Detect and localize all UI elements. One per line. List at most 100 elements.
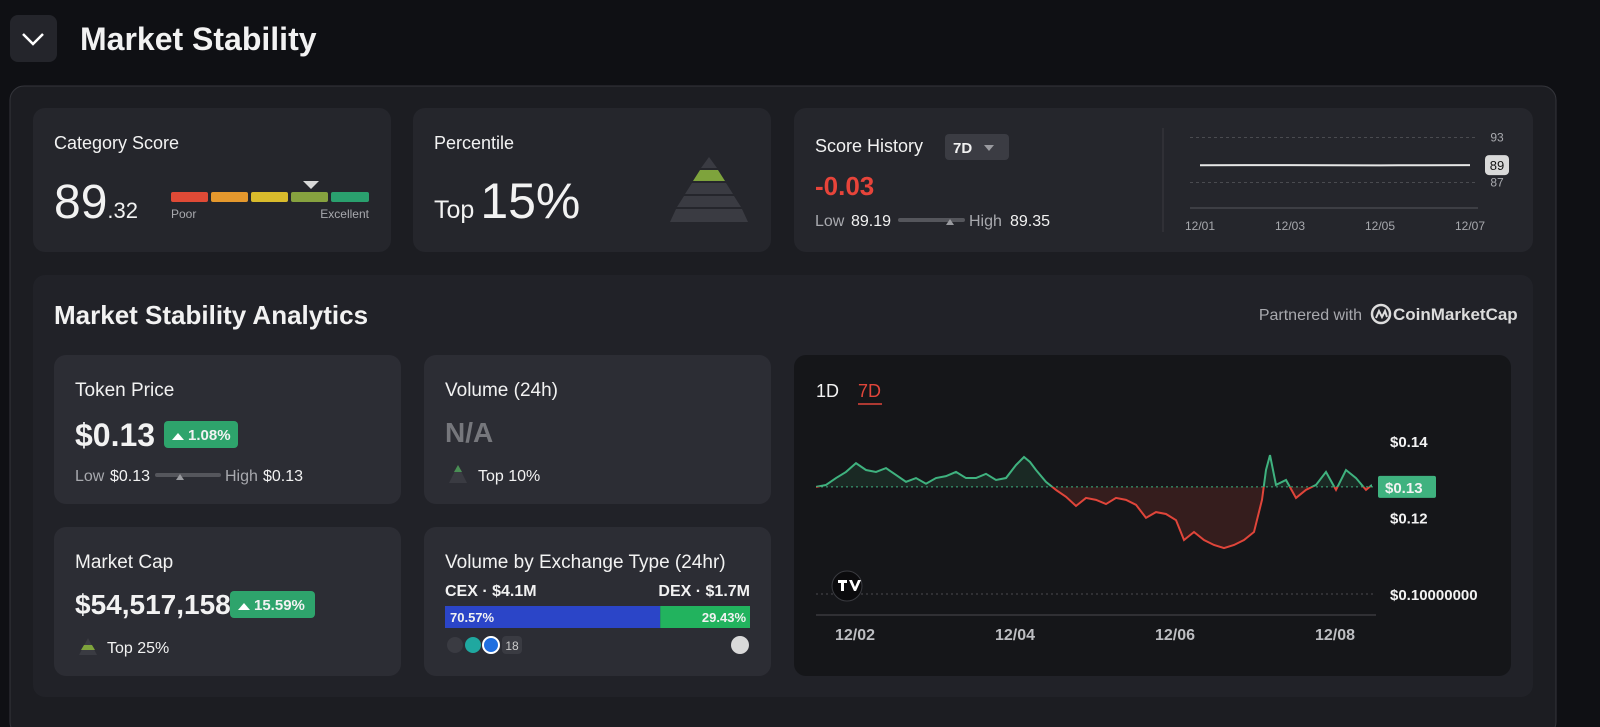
- gauge-segment: [251, 192, 288, 202]
- price-area-down: [816, 486, 1372, 549]
- rank: Top 10%: [478, 468, 540, 485]
- split-segment: [445, 606, 661, 628]
- card-title: Percentile: [434, 133, 514, 153]
- score: 89.32: [54, 176, 138, 229]
- card-title: Volume (24h): [445, 380, 558, 401]
- dropdown-arrow: [984, 145, 994, 151]
- exchange-count-badge: [502, 636, 522, 654]
- x-tick-label: 12/08: [1315, 627, 1355, 644]
- high-label: High: [225, 468, 258, 485]
- x-tick-label: 12/06: [1155, 627, 1195, 644]
- partner-logo-mark: [1375, 308, 1388, 320]
- card-title: Category Score: [54, 133, 179, 153]
- percentile-number: 15%: [480, 173, 580, 229]
- partner-logo: [1370, 303, 1392, 325]
- exchange-icon: [482, 636, 500, 654]
- exchange-split-bar: 70.57% CEX · $4.1M 29.43% DEX · $1.7M: [445, 583, 750, 628]
- partner-prefix: Partnered with: [1259, 307, 1362, 324]
- rank-icon-tier: [81, 645, 95, 650]
- pyramid-tier: [701, 157, 717, 168]
- split-category: DEX · $1.7M: [658, 583, 750, 600]
- gauge-segment: [211, 192, 248, 202]
- high-value: $0.13: [263, 468, 303, 485]
- split-label: 70.57%: [450, 610, 495, 625]
- period-label: 7D: [953, 140, 972, 157]
- gauge-segment: [291, 192, 328, 202]
- tradingview-mark: [838, 580, 861, 591]
- score-gauge: [171, 181, 369, 202]
- split-category: CEX · $4.1M: [445, 583, 537, 600]
- price-chart: 1D 7D $0.10000000 $0.12 $0.14 12/02 12/04 12/06…: [816, 381, 1478, 644]
- high-label: High: [969, 213, 1002, 230]
- rank-icon: [449, 465, 467, 483]
- score-integer: 89: [54, 176, 107, 229]
- market-cap-card: [54, 527, 401, 676]
- market-cap-change: 15.59%: [254, 597, 305, 614]
- x-tick-label: 12/05: [1365, 219, 1395, 233]
- range-tab[interactable]: 1D: [816, 381, 839, 401]
- card-title: Score History: [815, 136, 923, 156]
- value-label: 89: [1490, 158, 1504, 173]
- y-tick-label: $0.12: [1390, 510, 1428, 527]
- x-tick-label: 12/07: [1455, 219, 1485, 233]
- y-tick-label: $0.10000000: [1390, 587, 1478, 604]
- exchange-icon: [447, 637, 463, 653]
- low-label: Low: [75, 468, 105, 485]
- split-segment: [660, 606, 750, 628]
- high-value: 89.35: [1010, 213, 1050, 230]
- price-tag: [1378, 475, 1436, 498]
- section-title: Market Stability Analytics: [54, 300, 368, 330]
- pyramid-icon: [670, 157, 748, 222]
- pyramid-tier: [670, 209, 748, 222]
- up-arrow: [172, 433, 184, 440]
- collapse-button[interactable]: [10, 15, 57, 62]
- exchange-volume-card: [424, 527, 771, 676]
- pyramid-tier: [677, 196, 741, 207]
- y-tick-label: 93: [1490, 131, 1504, 145]
- gauge-high-label: Excellent: [320, 207, 369, 221]
- up-arrow: [238, 603, 250, 610]
- score-chart: 87 93 12/01 12/03 12/05 12/07 89: [1185, 131, 1509, 233]
- price-line-down: [816, 486, 1372, 550]
- range-tab[interactable]: 7D: [858, 381, 881, 401]
- gauge-segment: [331, 192, 369, 202]
- price-change: 1.08%: [188, 427, 231, 444]
- exchange-icon: [731, 636, 749, 654]
- exchange-icon: [465, 637, 481, 653]
- value-badge: [1485, 155, 1509, 176]
- gauge-segment: [171, 192, 208, 202]
- low-value: 89.19: [851, 213, 891, 230]
- change-badge: [164, 421, 238, 448]
- score-decimal: .32: [107, 198, 138, 223]
- price-area-up: [816, 455, 1372, 487]
- volume-value: N/A: [445, 417, 493, 448]
- percentile-value: Top 15%: [434, 173, 580, 229]
- volume-card: [424, 355, 771, 504]
- card-title: Token Price: [75, 380, 174, 401]
- chevron-icon: [22, 33, 44, 46]
- x-tick-label: 12/02: [835, 627, 875, 644]
- range-marker: [176, 474, 184, 480]
- card-title: Volume by Exchange Type (24hr): [445, 552, 726, 573]
- market-cap: $54,517,158: [75, 589, 231, 620]
- score-change: -0.03: [815, 171, 874, 201]
- page-title: Market Stability: [80, 21, 317, 57]
- gauge-low-label: Poor: [171, 207, 196, 221]
- gauge-pointer: [303, 181, 319, 189]
- period-dropdown[interactable]: [945, 134, 1009, 160]
- tradingview-logo: [831, 570, 863, 602]
- change-badge: [230, 591, 315, 618]
- y-tick-label: 87: [1490, 176, 1504, 190]
- price-tag-label: $0.13: [1385, 480, 1423, 497]
- x-tick-label: 12/04: [995, 627, 1035, 644]
- token-price: $0.13: [75, 417, 155, 453]
- pyramid-tier: [693, 170, 725, 181]
- partner-name[interactable]: CoinMarketCap: [1393, 305, 1518, 324]
- rank-icon-tier: [454, 465, 462, 472]
- range-marker: [946, 219, 954, 225]
- x-tick-label: 12/01: [1185, 219, 1215, 233]
- price-chart-card: [794, 355, 1511, 676]
- split-label: 29.43%: [702, 610, 747, 625]
- card-title: Market Cap: [75, 552, 173, 573]
